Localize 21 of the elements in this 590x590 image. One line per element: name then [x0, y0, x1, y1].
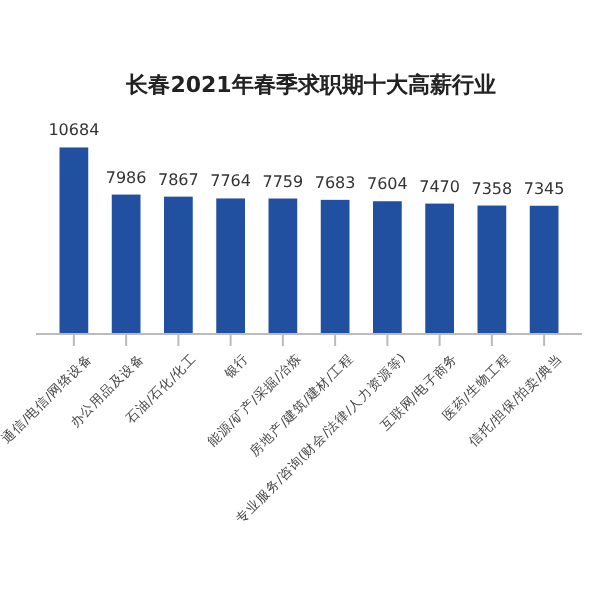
data-label: 7759 — [262, 172, 304, 191]
data-label: 7470 — [419, 177, 460, 196]
bar — [373, 201, 402, 334]
data-label: 7867 — [158, 170, 199, 189]
bar — [268, 198, 298, 334]
chart-title: 长春2021年春季求职期十大高薪行业 — [124, 72, 496, 98]
data-label: 10684 — [48, 121, 100, 140]
bar — [529, 205, 559, 334]
data-label: 7986 — [105, 168, 147, 187]
bar — [320, 199, 350, 334]
bar — [59, 147, 89, 334]
bar — [164, 196, 193, 334]
data-label: 7683 — [314, 173, 356, 192]
data-label: 7764 — [210, 172, 251, 191]
data-label: 7358 — [471, 179, 513, 198]
bar — [111, 194, 141, 334]
data-label: 7345 — [523, 179, 565, 198]
bar — [216, 198, 245, 334]
data-label: 7604 — [367, 175, 408, 194]
bar — [425, 203, 454, 334]
bar — [477, 205, 507, 334]
